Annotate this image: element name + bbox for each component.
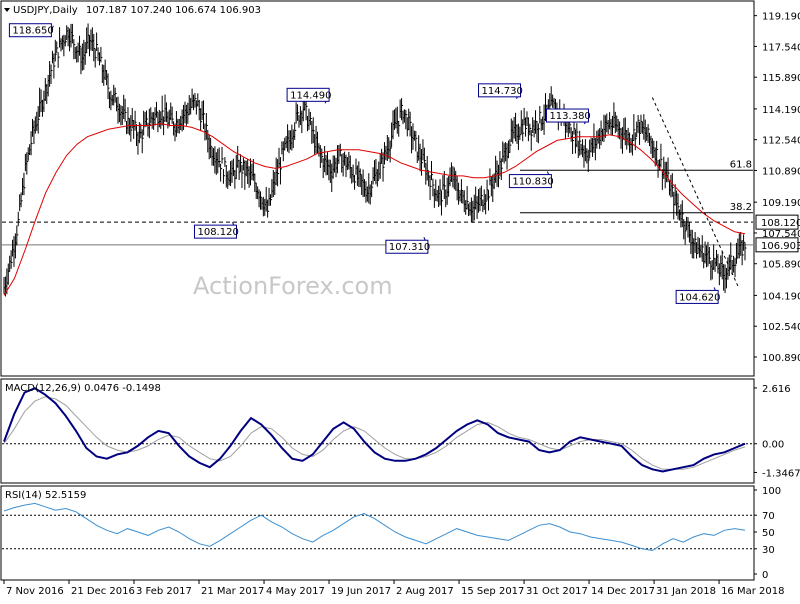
- price-tick-label: 119.190: [762, 12, 800, 23]
- price-tick-label: 107.540: [762, 229, 800, 240]
- fibonacci-label: 61.8: [730, 159, 752, 170]
- support-price-label: 108.120: [761, 218, 800, 229]
- price-callout-box: [675, 289, 719, 304]
- macd-tick-label: 0.00: [762, 440, 784, 451]
- rsi-tick-label: 50: [762, 528, 775, 539]
- price-tick-label: 100.890: [762, 353, 800, 364]
- rsi-tick-label: 70: [762, 511, 775, 522]
- price-callouts-layer: 118.650 108.120 114.490 107.310 114.730 110.8…: [8, 23, 720, 304]
- x-tick-label: 14 Dec 2017: [591, 586, 655, 597]
- rsi-tick-label: 30: [762, 545, 775, 556]
- x-tick-label: 16 Mar 2018: [721, 586, 784, 597]
- current-price-label-box: [755, 237, 799, 253]
- price-callout-box: [385, 239, 429, 254]
- price-callout-label: 118.650: [12, 26, 53, 37]
- x-tick-label: 31 Oct 2017: [526, 586, 588, 597]
- price-callout-label: 107.310: [389, 242, 430, 253]
- price-sma-layer: [3, 123, 746, 296]
- current-price-label: 106.903: [761, 241, 800, 252]
- price-callout-label: 108.120: [197, 227, 238, 238]
- watermark: ActionForex.com: [193, 272, 393, 300]
- rsi-title: RSI(14) 52.5159: [5, 490, 86, 501]
- rsi-panel-border: [0, 485, 755, 581]
- x-tick-label: 3 Feb 2017: [136, 586, 192, 597]
- fibonacci-label: 38.2: [730, 202, 752, 213]
- price-callout-box: [286, 87, 330, 102]
- macd-panel-border: [0, 378, 755, 484]
- macd-tick-label: -1.3467: [762, 468, 800, 479]
- x-tick-label: 7 Nov 2016: [6, 586, 64, 597]
- price-callout-label: 114.490: [290, 90, 331, 101]
- price-tick-label: 105.890: [762, 260, 800, 271]
- price-callout-label: 114.730: [482, 86, 523, 97]
- macd-tick-label: 2.616: [762, 384, 791, 395]
- rsi-line: [3, 502, 746, 552]
- price-panel-border: [0, 0, 755, 377]
- x-axis-layer: 7 Nov 2016 21 Dec 2016 3 Feb 2017 21 Mar 20…: [3, 580, 784, 597]
- price-callout-box: [8, 23, 52, 38]
- price-tick-label: 102.540: [762, 322, 800, 333]
- price-callout-box: [508, 174, 552, 189]
- price-callout-label: 104.620: [679, 292, 720, 303]
- price-callout-label: 113.380: [549, 111, 590, 122]
- support-price-label-box: [755, 214, 799, 230]
- price-tick-label: 104.190: [762, 291, 800, 302]
- price-callout-box: [193, 224, 237, 239]
- moving-average-line: [3, 123, 746, 296]
- price-tick-label: 117.540: [762, 42, 800, 53]
- price-callout-label: 110.830: [512, 177, 553, 188]
- x-tick-label: 2 Aug 2017: [396, 586, 454, 597]
- rsi-tick-label: 100: [762, 486, 781, 497]
- rsi-layer: 100 70 50 30 0: [2, 486, 781, 581]
- price-tick-label: 112.540: [762, 136, 800, 147]
- x-tick-label: 15 Sep 2017: [461, 586, 524, 597]
- price-tick-label: 110.890: [762, 166, 800, 177]
- x-tick-label: 19 Jun 2017: [331, 586, 391, 597]
- x-tick-label: 21 Dec 2016: [71, 586, 135, 597]
- price-grid-layer: 61.8 38.2: [2, 159, 753, 246]
- macd-line: [3, 387, 746, 473]
- dropdown-triangle-icon[interactable]: [4, 8, 10, 12]
- price-tick-label: 115.890: [762, 73, 800, 84]
- falling-trendline: [651, 97, 739, 287]
- chart-symbol-title: USDJPY,Daily: [13, 5, 78, 16]
- chart-ohlc-readout: 107.187 107.240 106.674 106.903: [86, 5, 261, 16]
- macd-title: MACD(12,26,9) 0.0476 -0.1498: [5, 383, 161, 394]
- price-callout-box: [545, 108, 589, 123]
- x-tick-label: 31 Jan 2018: [656, 586, 716, 597]
- x-tick-label: 21 Mar 2017: [201, 586, 264, 597]
- price-trendline-layer: [651, 97, 739, 287]
- price-tick-label: 109.190: [762, 198, 800, 209]
- price-callout-box: [478, 83, 522, 98]
- price-axis-layer: 119.190 117.540 115.890 114.190 112.540 110.8…: [754, 12, 800, 364]
- macd-layer: 2.616 0.00 -1.3467: [2, 384, 800, 479]
- x-tick-label: 4 May 2017: [266, 586, 325, 597]
- rsi-tick-label: 0: [762, 570, 768, 581]
- price-bars-layer: [3, 23, 747, 297]
- price-tick-label: 114.190: [762, 105, 800, 116]
